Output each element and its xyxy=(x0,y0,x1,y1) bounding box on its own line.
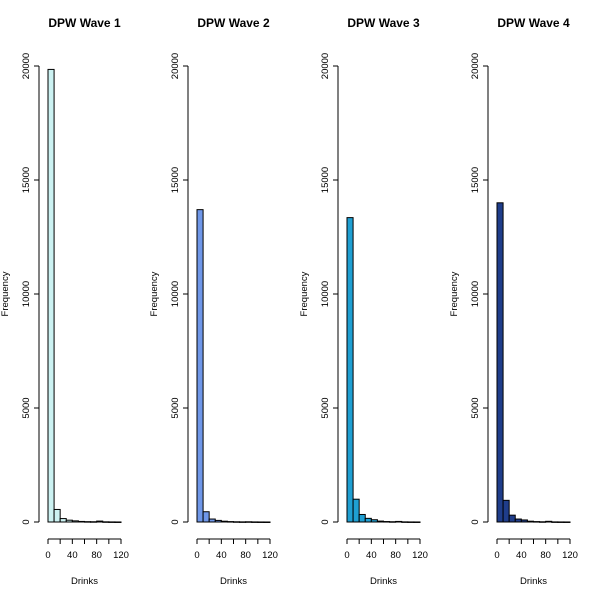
histogram-bar xyxy=(514,518,522,523)
histogram-bar xyxy=(202,511,210,523)
histogram-bar xyxy=(526,520,535,523)
x-tick-label: 40 xyxy=(366,550,377,561)
histogram-bar xyxy=(383,521,391,523)
y-tick-label: 15000 xyxy=(21,167,32,193)
chart-title: DPW Wave 1 xyxy=(48,16,121,30)
histogram-bar xyxy=(539,521,547,523)
x-axis-label: Drinks xyxy=(71,576,98,587)
histogram-bar xyxy=(90,521,98,523)
histogram-bar xyxy=(233,521,241,523)
histogram-bar xyxy=(545,520,553,523)
y-axis-label: Frequency xyxy=(299,271,310,316)
histogram-bar xyxy=(239,521,247,523)
histogram-bar xyxy=(533,521,541,523)
x-tick-label: 80 xyxy=(91,550,102,561)
histogram-bar xyxy=(71,520,79,523)
histogram-bar xyxy=(407,521,415,523)
y-tick-label: 15000 xyxy=(170,167,181,193)
x-tick-label: 0 xyxy=(45,550,50,561)
histogram-bar xyxy=(53,508,61,523)
histogram-bar xyxy=(84,521,92,523)
y-tick-label: 0 xyxy=(320,519,331,524)
x-tick-label: 40 xyxy=(516,550,527,561)
histogram-bar xyxy=(563,521,571,523)
histogram-bar xyxy=(401,521,409,523)
histogram-bar xyxy=(370,519,378,523)
histogram-bar xyxy=(251,521,259,523)
y-tick-label: 10000 xyxy=(170,281,181,307)
histogram-bar xyxy=(358,513,366,523)
y-tick-label: 5000 xyxy=(320,397,331,418)
x-tick-label: 120 xyxy=(562,550,578,561)
x-axis-label: Drinks xyxy=(520,576,547,587)
histogram-bar xyxy=(346,217,354,523)
y-tick-label: 10000 xyxy=(21,281,32,307)
histogram-bar xyxy=(108,521,116,523)
histogram-bar xyxy=(263,521,271,523)
x-tick-label: 40 xyxy=(216,550,227,561)
histogram-bar xyxy=(102,521,110,523)
histogram-bar xyxy=(376,520,384,523)
histogram-bar xyxy=(413,521,421,523)
x-tick-label: 80 xyxy=(240,550,251,561)
chart-title: DPW Wave 4 xyxy=(497,16,570,30)
x-tick-label: 0 xyxy=(194,550,199,561)
histogram-bar xyxy=(208,518,216,523)
x-tick-label: 120 xyxy=(262,550,278,561)
x-tick-label: 120 xyxy=(113,550,129,561)
y-axis-label: Frequency xyxy=(149,271,160,316)
histogram-bar xyxy=(395,520,403,523)
y-tick-label: 5000 xyxy=(470,397,481,418)
histogram-bar xyxy=(96,520,104,523)
y-tick-label: 15000 xyxy=(470,167,481,193)
y-tick-label: 5000 xyxy=(21,397,32,418)
histogram-bar xyxy=(557,521,565,523)
y-tick-label: 20000 xyxy=(320,53,331,79)
y-tick-label: 20000 xyxy=(21,53,32,79)
x-tick-label: 0 xyxy=(494,550,499,561)
x-tick-label: 0 xyxy=(344,550,349,561)
x-tick-label: 80 xyxy=(540,550,551,561)
y-tick-label: 15000 xyxy=(320,167,331,193)
histogram-bar xyxy=(389,521,397,523)
y-tick-label: 10000 xyxy=(470,281,481,307)
y-tick-label: 20000 xyxy=(170,53,181,79)
histogram-bar xyxy=(196,209,204,523)
y-axis-label: Frequency xyxy=(0,271,11,316)
histogram-bar xyxy=(551,521,559,523)
y-tick-label: 0 xyxy=(470,519,481,524)
histogram-bar xyxy=(65,519,73,523)
x-axis-label: Drinks xyxy=(220,576,247,587)
y-tick-label: 0 xyxy=(170,519,181,524)
y-tick-label: 10000 xyxy=(320,281,331,307)
histogram-bar xyxy=(77,520,85,523)
chart-title: DPW Wave 2 xyxy=(197,16,270,30)
histogram-bar xyxy=(520,519,528,523)
histogram-bar xyxy=(257,521,265,523)
x-axis-label: Drinks xyxy=(370,576,397,587)
histogram-bar xyxy=(352,498,360,523)
x-tick-label: 80 xyxy=(390,550,401,561)
histogram-bar xyxy=(496,202,504,523)
x-tick-label: 40 xyxy=(67,550,78,561)
histogram-bar xyxy=(214,519,222,523)
histogram-bar xyxy=(226,521,235,523)
histogram-bar xyxy=(47,68,55,523)
histogram-bar xyxy=(502,499,510,523)
y-tick-label: 0 xyxy=(21,519,32,524)
histogram-bar xyxy=(59,518,67,523)
histogram-bar xyxy=(220,520,228,523)
chart-title: DPW Wave 3 xyxy=(347,16,420,30)
histogram-bar xyxy=(245,521,253,523)
y-tick-label: 5000 xyxy=(170,397,181,418)
histogram-bar xyxy=(364,517,372,523)
x-tick-label: 120 xyxy=(412,550,428,561)
histogram-bar xyxy=(114,521,122,523)
histogram-bar xyxy=(508,514,516,523)
y-axis-label: Frequency xyxy=(449,271,460,316)
y-tick-label: 20000 xyxy=(470,53,481,79)
